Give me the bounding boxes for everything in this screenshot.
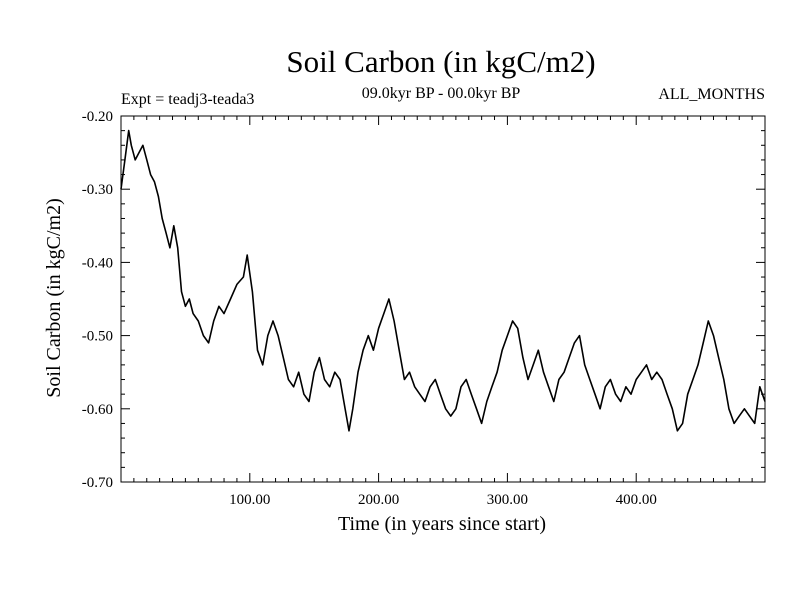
- y-tick-label: -0.40: [82, 255, 113, 271]
- months-label: ALL_MONTHS: [658, 86, 765, 103]
- plot-frame: [120, 115, 766, 483]
- x-tick-label: 400.00: [616, 492, 657, 508]
- x-tick-label: 300.00: [487, 492, 528, 508]
- y-tick-label: -0.20: [82, 109, 113, 125]
- y-tick-label: -0.60: [82, 402, 113, 418]
- series-line: [120, 129, 766, 432]
- chart-subtitle: 09.0kyr BP - 00.0kyr BP: [362, 85, 521, 102]
- chart-title: Soil Carbon (in kgC/m2): [286, 44, 595, 79]
- x-tick-label: 100.00: [229, 492, 270, 508]
- y-axis-label: Soil Carbon (in kgC/m2): [43, 198, 65, 397]
- y-tick-label: -0.50: [82, 329, 113, 345]
- plot-area: 100.00 200.00 300.00 400.00 -0.20 -0.30 -0.40 -…: [82, 109, 766, 508]
- x-axis-label: Time (in years since start): [338, 513, 546, 535]
- x-tick-label: 200.00: [358, 492, 399, 508]
- expt-label: Expt = teadj3-teada3: [121, 91, 254, 108]
- y-tick-label: -0.70: [82, 475, 113, 491]
- y-tick-label: -0.30: [82, 182, 113, 198]
